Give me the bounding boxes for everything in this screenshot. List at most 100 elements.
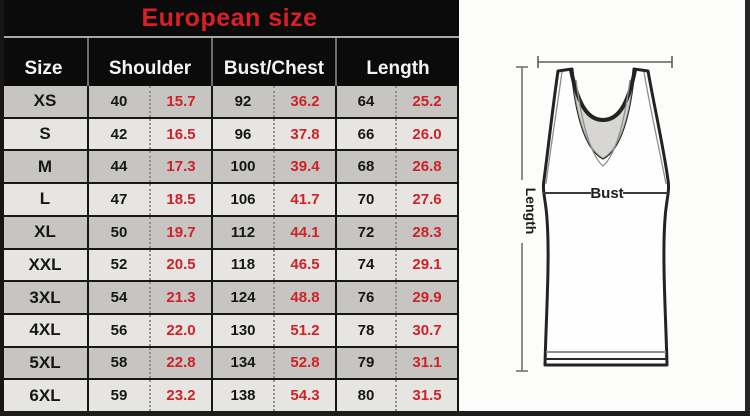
table-row: S 42 16.5 96 37.8 66 26.0 bbox=[3, 116, 457, 150]
bust-cm-cell: 106 bbox=[211, 184, 273, 215]
shoulder-inch-cell: 20.5 bbox=[149, 249, 211, 281]
bust-inch-cell: 54.3 bbox=[273, 380, 335, 412]
table-row: XS 40 15.7 92 36.2 64 25.2 bbox=[3, 86, 457, 117]
length-inch-cell: 30.7 bbox=[395, 314, 457, 346]
shoulder-inch-cell: 22.0 bbox=[149, 314, 211, 346]
length-inch-cell: 28.3 bbox=[395, 216, 457, 248]
size-cell: XS bbox=[33, 91, 57, 111]
shoulder-cm-cell: 47 bbox=[87, 184, 149, 215]
shoulder-cm-cell: 59 bbox=[87, 380, 149, 412]
shoulder-cm-cell: 52 bbox=[87, 249, 149, 281]
bottom-edge-strip bbox=[0, 411, 750, 416]
left-armhole-trim bbox=[545, 71, 563, 185]
length-inch-cell: 31.5 bbox=[395, 380, 457, 412]
bust-cm-cell: 118 bbox=[211, 249, 273, 281]
size-cell: M bbox=[37, 156, 53, 176]
length-inch-cell: 31.1 bbox=[395, 347, 457, 379]
vest-diagram: Length Bust bbox=[459, 0, 745, 411]
length-label: Length bbox=[523, 188, 539, 235]
bust-inch-cell: 39.4 bbox=[273, 151, 335, 183]
table-row: 5XL 58 22.8 134 52.8 79 31.1 bbox=[3, 345, 457, 379]
length-cm-cell: 76 bbox=[335, 282, 395, 313]
bust-inch-cell: 51.2 bbox=[273, 314, 335, 346]
vest-illustration: Length Bust bbox=[516, 56, 673, 372]
table-row: M 44 17.3 100 39.4 68 26.8 bbox=[3, 149, 457, 183]
length-cm-cell: 74 bbox=[335, 249, 395, 281]
length-cm-cell: 78 bbox=[335, 314, 395, 346]
shoulder-inch-cell: 21.3 bbox=[149, 282, 211, 313]
left-edge-strip bbox=[0, 0, 4, 416]
bust-cm-cell: 134 bbox=[211, 347, 273, 379]
length-inch-cell: 25.2 bbox=[395, 86, 457, 117]
right-edge-strip bbox=[745, 0, 750, 416]
column-header-length: Length bbox=[335, 38, 459, 86]
shoulder-cm-cell: 42 bbox=[87, 118, 149, 150]
table-row: 4XL 56 22.0 130 51.2 78 30.7 bbox=[3, 312, 457, 346]
chart-title: European size bbox=[141, 3, 318, 32]
bust-inch-cell: 48.8 bbox=[273, 282, 335, 313]
front-neckline-trim bbox=[575, 79, 631, 167]
chart-title-band: European size bbox=[0, 0, 459, 38]
length-inch-cell: 27.6 bbox=[395, 184, 457, 215]
shoulder-inch-cell: 16.5 bbox=[149, 118, 211, 150]
length-inch-cell: 26.0 bbox=[395, 118, 457, 150]
shoulder-inch-cell: 23.2 bbox=[149, 380, 211, 412]
table-body: XS 40 15.7 92 36.2 64 25.2 S 42 16.5 96 … bbox=[0, 86, 459, 412]
shoulder-cm-cell: 56 bbox=[87, 314, 149, 346]
size-cell: XXL bbox=[28, 254, 62, 274]
length-cm-cell: 64 bbox=[335, 86, 395, 117]
table-header-row: Size Shoulder Bust/Chest Length bbox=[0, 38, 459, 86]
bust-cm-cell: 130 bbox=[211, 314, 273, 346]
bust-cm-cell: 100 bbox=[211, 151, 273, 183]
bust-cm-cell: 138 bbox=[211, 380, 273, 412]
bust-cm-cell: 96 bbox=[211, 118, 273, 150]
table-row: XL 50 19.7 112 44.1 72 28.3 bbox=[3, 214, 457, 248]
size-cell: 3XL bbox=[29, 287, 61, 307]
bust-inch-cell: 41.7 bbox=[273, 184, 335, 215]
shoulder-cm-cell: 50 bbox=[87, 216, 149, 248]
length-inch-cell: 29.9 bbox=[395, 282, 457, 313]
table-row: XXL 52 20.5 118 46.5 74 29.1 bbox=[3, 247, 457, 281]
length-measure-arrow bbox=[516, 66, 528, 372]
length-cm-cell: 72 bbox=[335, 216, 395, 248]
bust-label: Bust bbox=[590, 185, 623, 202]
bust-inch-cell: 37.8 bbox=[273, 118, 335, 150]
bust-inch-cell: 52.8 bbox=[273, 347, 335, 379]
bust-cm-cell: 112 bbox=[211, 216, 273, 248]
bust-inch-cell: 46.5 bbox=[273, 249, 335, 281]
column-header-shoulder: Shoulder bbox=[87, 38, 211, 86]
bust-cm-cell: 92 bbox=[211, 86, 273, 117]
length-cm-cell: 80 bbox=[335, 380, 395, 412]
shoulder-measure-arrow bbox=[537, 56, 673, 68]
length-cm-cell: 68 bbox=[335, 151, 395, 183]
table-row: 6XL 59 23.2 138 54.3 80 31.5 bbox=[3, 378, 457, 412]
bust-cm-cell: 124 bbox=[211, 282, 273, 313]
shoulder-cm-cell: 44 bbox=[87, 151, 149, 183]
shoulder-inch-cell: 19.7 bbox=[149, 216, 211, 248]
length-cm-cell: 66 bbox=[335, 118, 395, 150]
vest-outline bbox=[541, 67, 671, 367]
shoulder-inch-cell: 17.3 bbox=[149, 151, 211, 183]
size-cell: 6XL bbox=[29, 385, 61, 405]
length-inch-cell: 29.1 bbox=[395, 249, 457, 281]
shoulder-inch-cell: 15.7 bbox=[149, 86, 211, 117]
size-cell: 5XL bbox=[29, 352, 61, 372]
length-cm-cell: 70 bbox=[335, 184, 395, 215]
bust-inch-cell: 36.2 bbox=[273, 86, 335, 117]
length-inch-cell: 26.8 bbox=[395, 151, 457, 183]
bust-inch-cell: 44.1 bbox=[273, 216, 335, 248]
column-header-bust: Bust/Chest bbox=[211, 38, 335, 86]
size-cell: S bbox=[39, 124, 51, 144]
right-armhole-trim bbox=[643, 71, 667, 185]
size-cell: L bbox=[39, 189, 51, 209]
shoulder-inch-cell: 22.8 bbox=[149, 347, 211, 379]
size-cell: XL bbox=[34, 222, 56, 242]
shoulder-cm-cell: 58 bbox=[87, 347, 149, 379]
shoulder-cm-cell: 40 bbox=[87, 86, 149, 117]
length-cm-cell: 79 bbox=[335, 347, 395, 379]
size-cell: 4XL bbox=[29, 320, 61, 340]
table-row: L 47 18.5 106 41.7 70 27.6 bbox=[3, 182, 457, 215]
column-header-size: Size bbox=[24, 58, 63, 79]
size-chart-table: European size Size Shoulder Bust/Chest L… bbox=[0, 0, 459, 413]
